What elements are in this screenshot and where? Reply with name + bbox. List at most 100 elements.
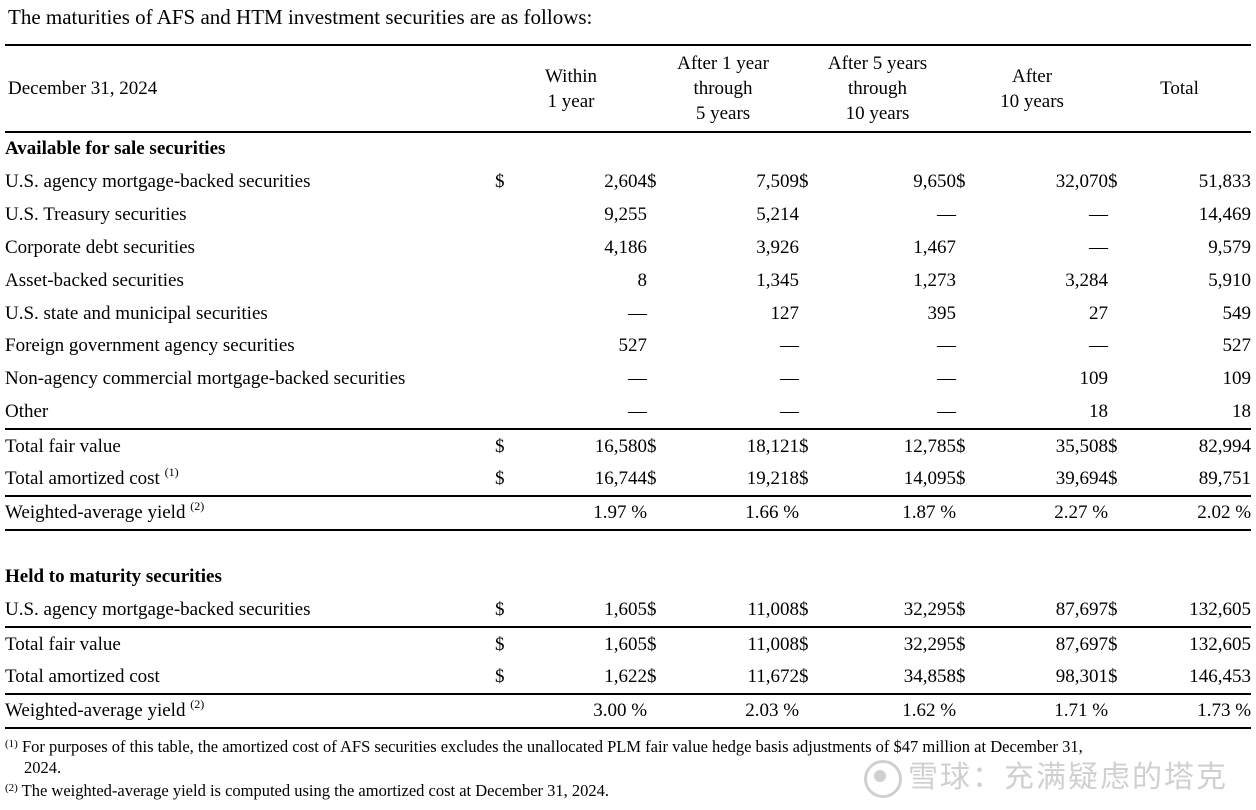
currency-cell [647,231,679,264]
row-label: U.S. Treasury securities [5,203,187,225]
header-total: Total [1108,45,1252,133]
htm-section-title: Held to maturity securities [5,565,222,587]
header-5-to-10-years: After 5 years through 10 years [799,45,957,133]
value-cell: 127 [770,302,800,324]
currency-cell [1108,231,1140,264]
row-label: Corporate debt securities [5,236,195,258]
footnote-mark: (1) [5,738,18,750]
value-cell: 9,255 [604,203,648,225]
row-label: Total amortized cost (1) [5,463,495,497]
currency-cell [799,264,831,297]
currency-cell: $ [956,598,966,620]
currency-cell [647,198,679,231]
currency-cell: $ [495,598,505,620]
value-cell: 87,697 [1055,598,1109,620]
value-cell: — [628,302,648,324]
footnote-text-cont: 2024. [24,758,62,777]
currency-cell: $ [799,598,809,620]
currency-cell [1108,264,1140,297]
currency-cell [495,231,527,264]
currency-cell [1108,330,1140,362]
value-cell: 9,579 [1208,236,1252,258]
currency-cell [956,395,988,429]
currency-cell [495,198,527,231]
value-cell: — [628,400,648,422]
value-cell: — [1089,236,1109,258]
value-cell: 1,345 [756,269,800,291]
currency-cell [956,330,988,362]
watermark-text: 雪球：充满疑虑的塔克 [908,760,1228,795]
value-cell: — [780,335,800,356]
currency-cell [1108,297,1140,330]
value-cell: 549 [1222,302,1252,324]
currency-cell [799,231,831,264]
header-after-10-years: After 10 years [956,45,1109,133]
htm-section-title-row: Held to maturity securities [5,560,1251,593]
afs-section-title: Available for sale securities [5,138,226,159]
value-cell: 32,070 [1055,170,1109,192]
value-cell: 14,469 [1198,203,1252,225]
row-label: Total fair value [5,626,495,661]
value-cell: 132,605 [1189,598,1252,620]
currency-cell [956,297,988,330]
currency-cell [647,297,679,330]
value-cell: 4,186 [604,236,648,258]
currency-cell [495,330,527,362]
footnote-mark: (2) [5,782,18,794]
value-cell: 527 [618,335,648,356]
value-cell: 1,273 [913,269,957,291]
table-row: Non-agency commercial mortgage-backed se… [5,362,1251,395]
value-cell: 8 [637,269,648,291]
watermark: 雪球：充满疑虑的塔克 [864,752,1228,798]
value-cell: 3,926 [756,236,800,258]
row-label: Non-agency commercial mortgage-backed se… [5,367,406,389]
table-row: U.S. Treasury securities 9,255 5,214 — — 14,4… [5,198,1251,231]
table-row: U.S. state and municipal securities — 127 3… [5,297,1251,330]
footnote-ref: (2) [190,697,205,711]
currency-cell: $ [647,598,657,620]
afs-total-amortized-cost-row: Total amortized cost (1) $16,744 $19,218… [5,463,1252,497]
value-cell: 9,650 [913,170,957,192]
table-row: Foreign government agency securities 527 —… [5,330,1251,362]
htm-total-fair-value-row: Total fair value $1,605 $11,008 $32,295 … [5,626,1252,661]
footnote-ref: (2) [190,499,205,513]
value-cell: 527 [1222,335,1252,356]
row-label: Asset-backed securities [5,269,184,291]
header-1-to-5-years: After 1 year through 5 years [647,45,800,133]
maturities-table: December 31, 2024 Within 1 year After 1 … [5,44,1252,729]
table-row: U.S. agency mortgage-backed securities $1… [5,593,1251,627]
row-label: U.S. agency mortgage-backed securities [5,170,311,192]
value-cell: — [937,367,957,389]
currency-cell [799,198,831,231]
currency-cell: $ [1108,170,1118,192]
currency-cell [799,395,831,429]
row-label: Total amortized cost [5,661,495,695]
value-cell: 109 [1222,367,1252,389]
currency-cell [799,330,831,362]
value-cell: — [628,367,648,389]
value-cell: 7,509 [756,170,800,192]
currency-cell [647,395,679,429]
value-cell: 5,214 [756,203,800,225]
currency-cell [495,297,527,330]
value-cell: 3,284 [1065,269,1109,291]
value-cell: 18 [1232,400,1252,422]
footnote-ref: (1) [164,465,179,479]
row-label: U.S. state and municipal securities [5,302,268,324]
currency-cell [647,330,679,362]
currency-cell [956,264,988,297]
snowball-logo-icon [864,759,902,798]
table-row: Asset-backed securities 8 1,345 1,273 3,284 5… [5,264,1251,297]
currency-cell [799,297,831,330]
value-cell: — [780,367,800,389]
currency-cell: $ [647,170,657,192]
value-cell: 11,008 [747,598,800,620]
currency-cell [956,198,988,231]
header-date: December 31, 2024 [5,45,495,133]
value-cell: — [937,203,957,225]
table-row: U.S. agency mortgage-backed securities $2… [5,165,1251,198]
htm-total-amortized-cost-row: Total amortized cost $1,622 $11,672 $34,… [5,661,1252,695]
currency-cell [956,231,988,264]
value-cell: 109 [1079,367,1109,389]
value-cell: 395 [927,302,957,324]
